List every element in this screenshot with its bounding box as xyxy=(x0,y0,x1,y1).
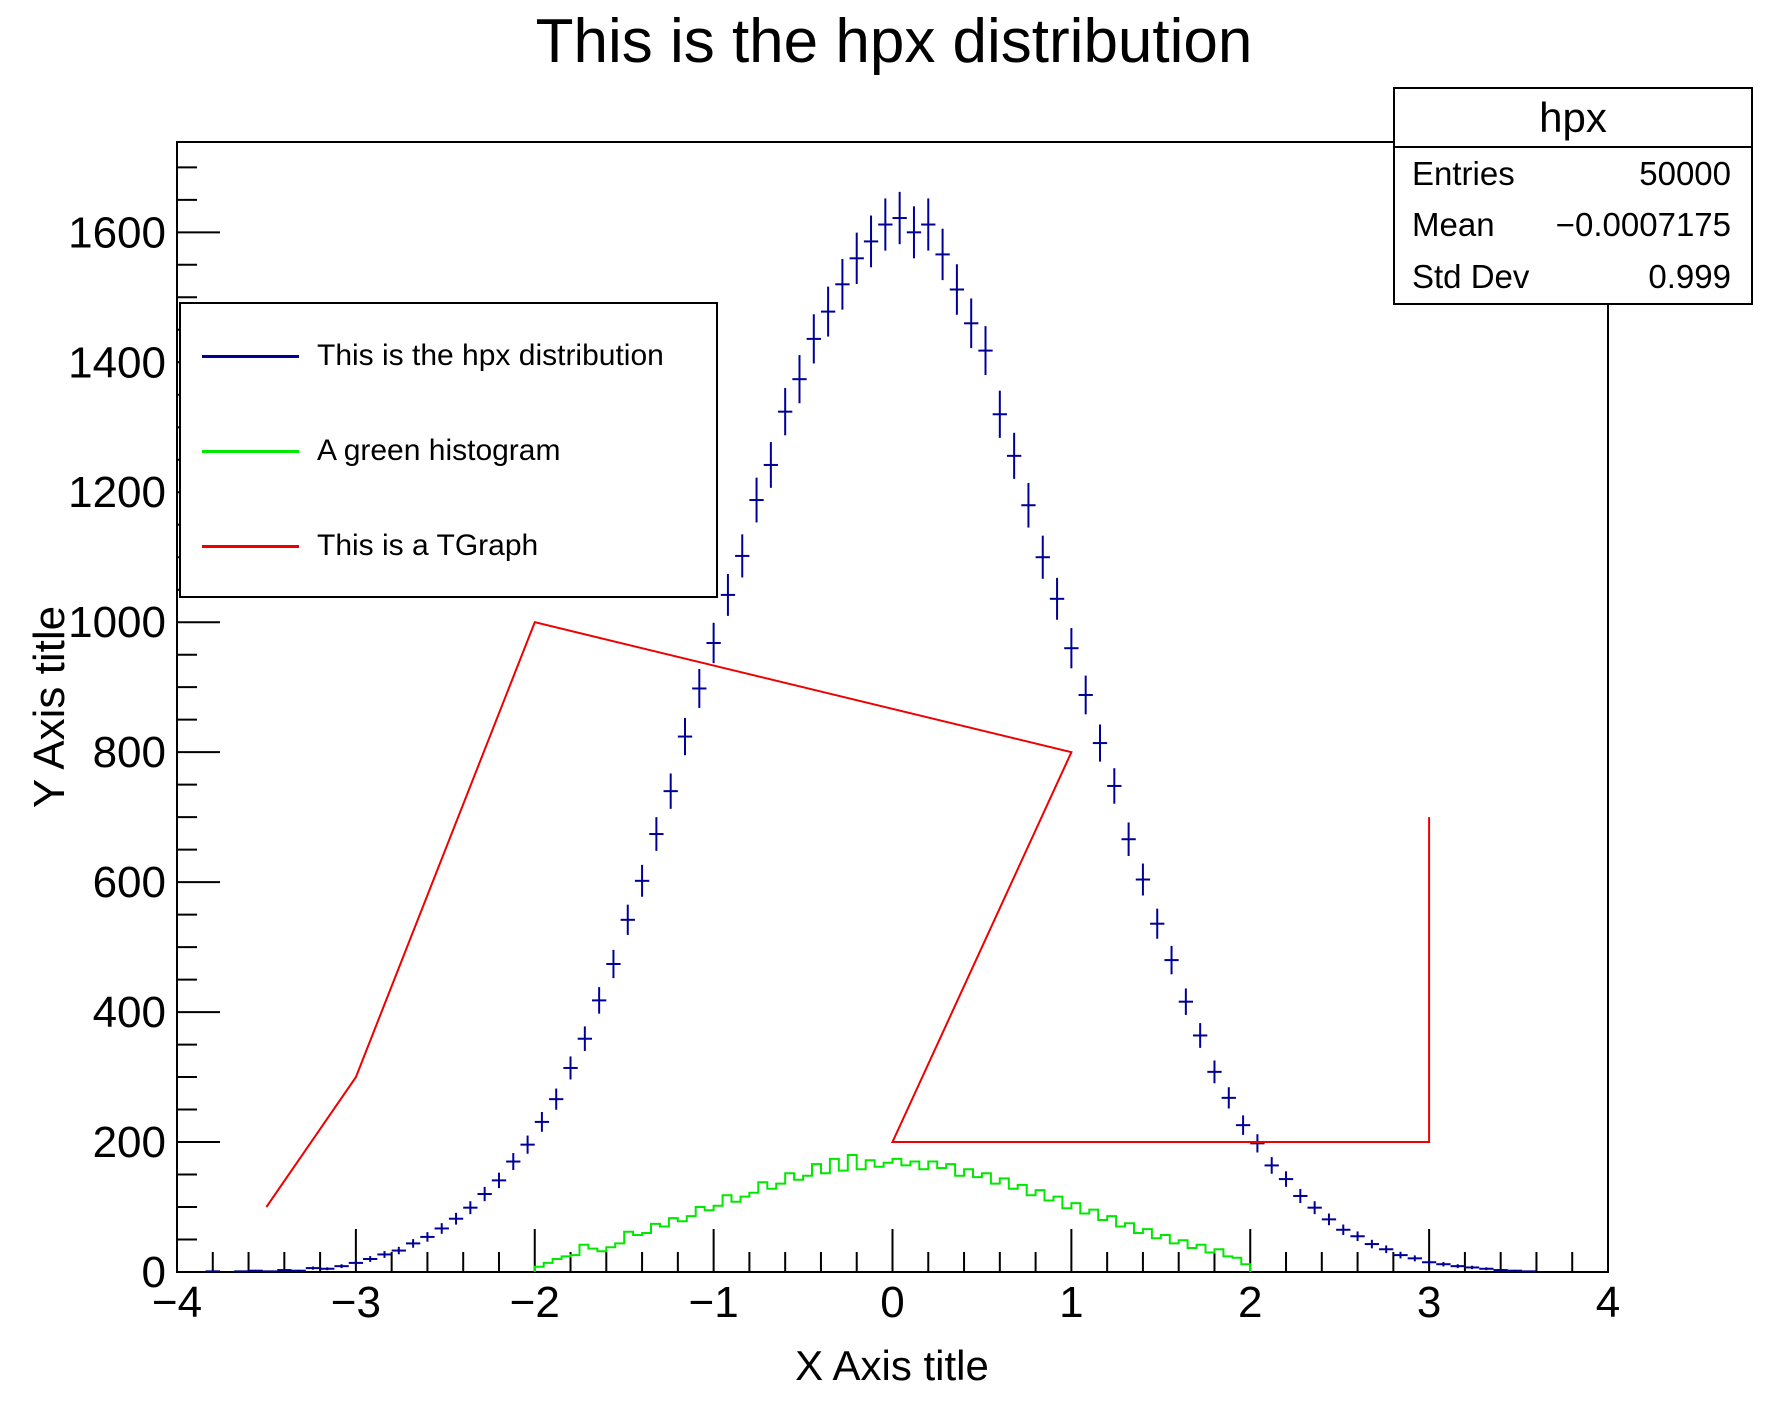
stats-value: −0.0007175 xyxy=(1555,206,1731,244)
x-tick-label: 3 xyxy=(1417,1278,1441,1327)
x-tick-label: −4 xyxy=(152,1278,202,1327)
legend-entry-label: This is the hpx distribution xyxy=(317,339,664,372)
green-histogram xyxy=(533,1154,1252,1272)
stats-row-stddev: Std Dev 0.999 xyxy=(1412,258,1731,296)
y-tick-label: 400 xyxy=(93,988,166,1037)
x-tick-label: −2 xyxy=(510,1278,560,1327)
y-tick-label: 1400 xyxy=(68,338,166,387)
legend-entry-tgraph: This is a TGraph xyxy=(181,496,716,596)
y-tick-label: 0 xyxy=(142,1248,166,1297)
y-tick-label: 200 xyxy=(93,1118,166,1167)
stats-value: 0.999 xyxy=(1648,258,1731,296)
stats-value: 50000 xyxy=(1639,154,1731,192)
stats-label: Entries xyxy=(1412,154,1515,192)
stats-row-entries: Entries 50000 xyxy=(1412,155,1731,193)
x-tick-label: 4 xyxy=(1596,1278,1620,1327)
legend-entry-hpx: This is the hpx distribution xyxy=(181,306,716,406)
x-axis-title: X Axis title xyxy=(795,1342,989,1389)
y-axis-title: Y Axis title xyxy=(25,606,74,808)
stats-label: Mean xyxy=(1412,206,1495,244)
legend-line-sample-blue xyxy=(202,354,299,358)
stats-label: Std Dev xyxy=(1412,258,1530,296)
y-tick-label: 800 xyxy=(93,728,166,777)
plot-title: This is the hpx distribution xyxy=(535,7,1253,76)
x-tick-label: 2 xyxy=(1238,1278,1262,1327)
x-tick-label: 0 xyxy=(880,1278,904,1327)
y-tick-label: 1000 xyxy=(68,598,166,647)
legend-line-sample-red xyxy=(202,544,299,548)
legend-entry-label: A green histogram xyxy=(317,434,561,467)
tgraph-line xyxy=(265,621,1431,1208)
legend-box: This is the hpx distribution A green his… xyxy=(179,302,718,598)
legend-line-sample-green xyxy=(202,449,299,453)
legend-entry-green-histogram: A green histogram xyxy=(181,401,716,501)
stats-title: hpx xyxy=(1395,89,1751,148)
x-tick-label: −3 xyxy=(331,1278,381,1327)
x-tick-label: 1 xyxy=(1059,1278,1083,1327)
statistics-box: hpx Entries 50000 Mean −0.0007175 Std De… xyxy=(1393,87,1753,305)
stats-rows: Entries 50000 Mean −0.0007175 Std Dev 0.… xyxy=(1395,148,1751,303)
y-tick-label: 1200 xyxy=(68,468,166,517)
y-tick-label: 600 xyxy=(93,858,166,907)
y-tick-label: 1600 xyxy=(68,208,166,257)
x-tick-label: −1 xyxy=(689,1278,739,1327)
stats-row-mean: Mean −0.0007175 xyxy=(1412,206,1731,244)
legend-entry-label: This is a TGraph xyxy=(317,529,539,562)
